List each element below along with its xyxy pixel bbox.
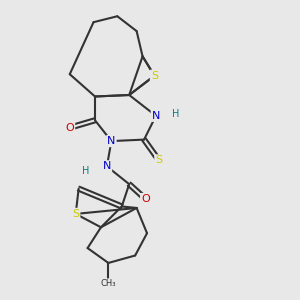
Text: S: S [72,209,79,219]
Text: N: N [152,111,160,121]
Text: N: N [107,136,116,146]
Text: S: S [155,155,163,165]
Text: CH₃: CH₃ [100,279,116,288]
Text: S: S [151,71,158,81]
Text: O: O [141,194,150,204]
Text: H: H [82,166,90,176]
Text: H: H [172,109,179,119]
Text: O: O [65,123,74,133]
Text: N: N [103,161,111,171]
